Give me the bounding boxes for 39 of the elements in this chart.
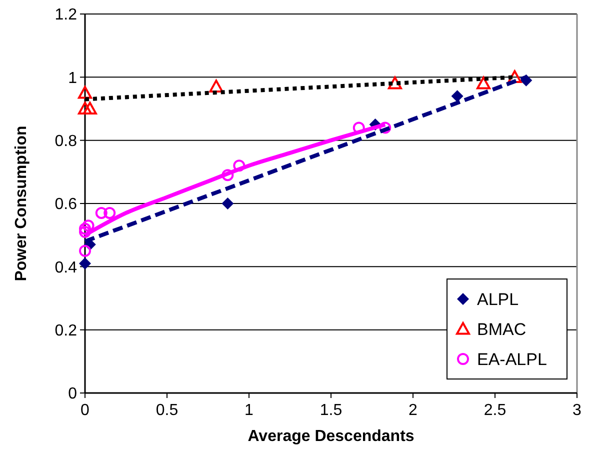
x-tick-label: 2 (408, 402, 418, 419)
point (82, 220, 94, 232)
point (388, 76, 402, 90)
point (78, 86, 92, 99)
x-tick-label: 1 (244, 402, 254, 419)
y-tick-label: 0.2 (54, 322, 78, 340)
point (78, 102, 92, 115)
y-tick-label: 0.4 (54, 259, 78, 276)
y-tick-label: 0.6 (54, 196, 78, 214)
point (233, 160, 246, 172)
x-tick-label: 0.5 (156, 402, 178, 419)
x-tick-label: 1.5 (320, 402, 342, 419)
point (79, 222, 91, 235)
point (209, 80, 224, 92)
point (379, 122, 392, 134)
point (476, 76, 491, 90)
point (104, 206, 116, 219)
point (451, 90, 464, 102)
y-tick-label: 0 (68, 386, 78, 403)
x-tick-label: 0 (80, 402, 90, 419)
y-tick-label: 1.2 (54, 6, 78, 24)
point (82, 102, 97, 115)
point (79, 258, 91, 270)
y-tick-label: 1 (68, 70, 78, 87)
point (79, 226, 91, 238)
point (79, 244, 91, 257)
x-tick-label: 3 (572, 402, 582, 419)
y-tick-label: 0.8 (54, 132, 78, 150)
x-tick-label: 2.5 (484, 402, 506, 419)
legend-label: EA-ALPL (477, 350, 547, 369)
x-axis-title: Average Descendants (248, 428, 414, 445)
point (222, 198, 234, 210)
y-axis-title: Power Consumption (13, 126, 30, 282)
legend-label: BMAC (477, 320, 526, 339)
point (352, 122, 365, 134)
legend-label: ALPL (477, 290, 519, 309)
point (95, 206, 108, 219)
point (222, 169, 234, 182)
point (508, 70, 522, 83)
